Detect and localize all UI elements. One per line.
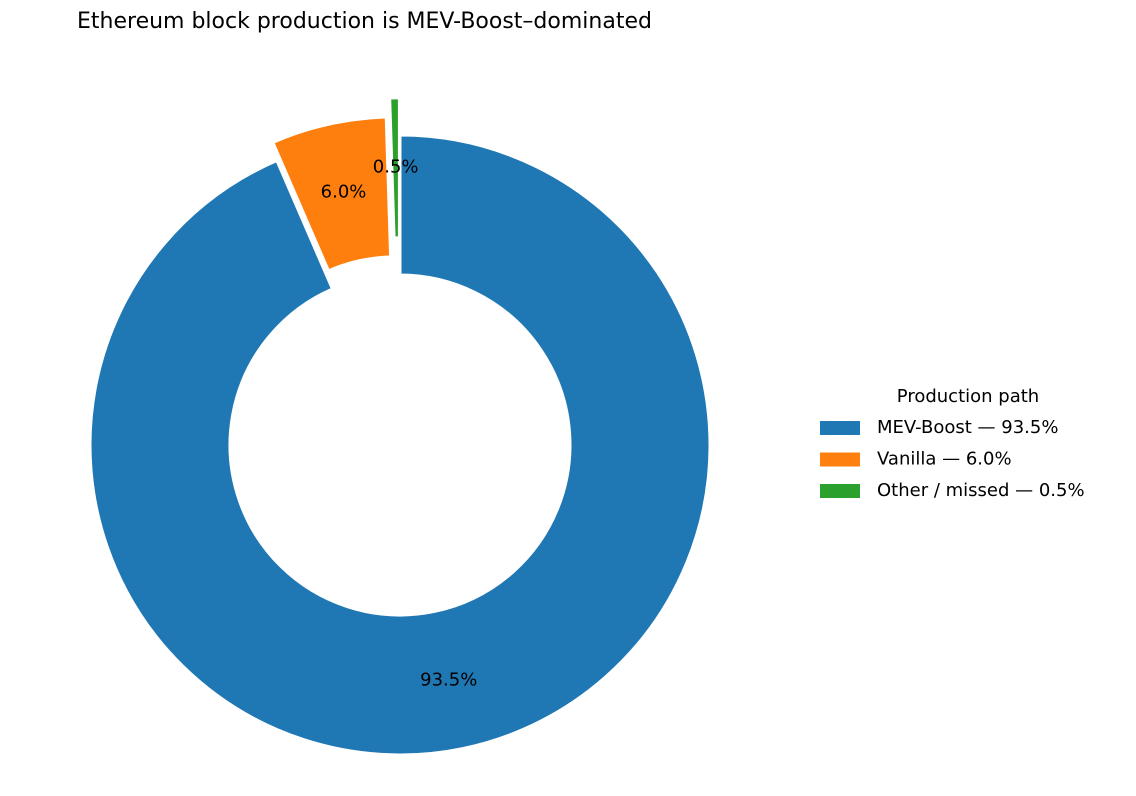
data-label: 6.0% (321, 181, 367, 202)
wedge (388, 96, 401, 240)
chart-title: Ethereum block production is MEV-Boost–d… (77, 9, 652, 34)
legend-swatch (820, 452, 860, 467)
legend-title: Production path (897, 386, 1039, 407)
wedge (270, 115, 393, 273)
data-label: 0.5% (373, 157, 419, 178)
legend-swatch (820, 484, 860, 498)
data-label: 93.5% (420, 669, 477, 690)
legend-swatch (820, 421, 860, 435)
legend-label: MEV-Boost — 93.5% (877, 417, 1058, 438)
wedge (88, 133, 712, 757)
legend-label: Other / missed — 0.5% (877, 480, 1085, 501)
legend-label: Vanilla — 6.0% (877, 449, 1012, 470)
